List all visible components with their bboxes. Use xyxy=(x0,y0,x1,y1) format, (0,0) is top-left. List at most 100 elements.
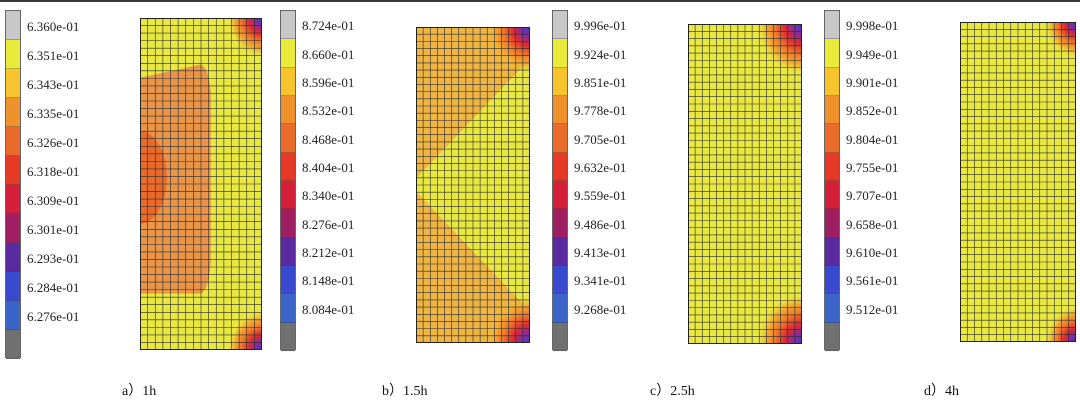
legend-label: 8.596e-01 xyxy=(302,74,355,90)
legend-label: 6.335e-01 xyxy=(27,105,80,121)
legend-swatch xyxy=(6,330,20,359)
plot-border xyxy=(140,18,262,350)
legend-label: 9.512e-01 xyxy=(846,301,899,317)
hotspot-bottom-right xyxy=(758,294,802,344)
legend-label: 6.276e-01 xyxy=(27,308,80,324)
legend-label: 6.309e-01 xyxy=(27,192,80,208)
legend-color-bar xyxy=(824,10,840,351)
plot-border xyxy=(688,24,802,344)
legend-swatch xyxy=(6,272,20,301)
legend-swatch xyxy=(825,209,839,238)
legend-swatch xyxy=(825,39,839,68)
legend-label: 9.949e-01 xyxy=(846,46,899,62)
legend-label: 9.707e-01 xyxy=(846,188,899,204)
panel-caption: c）2.5h xyxy=(650,384,695,399)
legend-label: 6.343e-01 xyxy=(27,76,80,92)
legend-swatch xyxy=(281,39,295,68)
legend-swatch xyxy=(6,69,20,98)
legend-label: 9.755e-01 xyxy=(846,159,899,175)
legend-label: 9.632e-01 xyxy=(574,159,627,175)
contour-plot xyxy=(140,18,262,350)
legend-label: 9.851e-01 xyxy=(574,74,627,90)
legend-swatch xyxy=(553,67,567,96)
hotspot-bottom-right xyxy=(486,297,530,343)
contour-plot xyxy=(688,24,802,344)
legend-swatch xyxy=(281,152,295,181)
panel-d: 9.998e-01 9.949e-01 9.901e-01 9.852e-01 9.80… xyxy=(812,2,1080,413)
legend-label: 9.804e-01 xyxy=(846,131,899,147)
panel-caption: b）1.5h xyxy=(382,384,428,399)
legend-color-bar xyxy=(5,10,21,359)
hotspot-bottom-right xyxy=(228,312,262,350)
legend-label: 6.360e-01 xyxy=(27,18,80,34)
legend-swatch xyxy=(825,152,839,181)
legend-label: 9.996e-01 xyxy=(574,18,627,34)
legend-swatch xyxy=(281,265,295,295)
legend-swatch xyxy=(6,127,20,156)
legend-label: 8.532e-01 xyxy=(302,103,355,119)
legend-label: 8.084e-01 xyxy=(302,301,355,317)
legend-swatch xyxy=(553,237,567,266)
legend-swatch xyxy=(281,180,295,210)
legend-label: 8.660e-01 xyxy=(302,46,355,62)
legend-label: 9.901e-01 xyxy=(846,74,899,90)
legend-swatch xyxy=(553,180,567,210)
legend-swatch xyxy=(6,156,20,185)
legend-swatch xyxy=(281,294,295,323)
legend-swatch xyxy=(281,124,295,153)
legend-label: 9.610e-01 xyxy=(846,244,899,260)
legend-label: 9.268e-01 xyxy=(574,301,627,317)
legend-swatch xyxy=(825,265,839,295)
legend-label: 8.724e-01 xyxy=(302,18,355,34)
legend-swatch xyxy=(281,95,295,125)
legend-swatch xyxy=(825,237,839,266)
legend-swatch xyxy=(825,11,839,40)
legend-swatch xyxy=(6,11,20,40)
legend-swatch xyxy=(553,11,567,40)
legend-swatch xyxy=(553,294,567,323)
legend-color-bar xyxy=(552,10,568,351)
legend-swatch xyxy=(553,95,567,125)
contour-region xyxy=(140,64,211,294)
hotspot-top-right xyxy=(486,27,530,73)
legend-swatch xyxy=(6,40,20,69)
legend-label: 8.468e-01 xyxy=(302,131,355,147)
panel-b: 8.724e-01 8.660e-01 8.596e-01 8.532e-01 8.46… xyxy=(270,2,542,413)
legend-label: 9.561e-01 xyxy=(846,273,899,289)
legend-label: 6.301e-01 xyxy=(27,221,80,237)
legend-swatch xyxy=(6,214,20,243)
legend-label: 9.852e-01 xyxy=(846,103,899,119)
legend-swatch xyxy=(281,322,295,351)
legend-swatch xyxy=(825,95,839,125)
legend-label: 6.326e-01 xyxy=(27,134,80,150)
legend-label: 8.340e-01 xyxy=(302,188,355,204)
legend-swatch xyxy=(6,185,20,214)
legend-label: 6.284e-01 xyxy=(27,279,80,295)
legend-swatch xyxy=(825,180,839,210)
legend-swatch xyxy=(281,67,295,96)
legend-swatch xyxy=(553,209,567,238)
legend-label: 8.404e-01 xyxy=(302,159,355,175)
legend-swatch xyxy=(6,243,20,272)
legend-swatch xyxy=(825,67,839,96)
legend-swatch xyxy=(6,98,20,127)
contour-plot xyxy=(960,22,1076,342)
legend-swatch xyxy=(281,11,295,40)
legend-swatch xyxy=(825,124,839,153)
legend-label: 9.559e-01 xyxy=(574,188,627,204)
legend-label: 9.998e-01 xyxy=(846,18,899,34)
panel-caption: d）4h xyxy=(924,384,959,399)
legend-swatch xyxy=(553,39,567,68)
panel-caption: a）1h xyxy=(122,384,157,399)
hotspot-top-right xyxy=(228,18,262,56)
plot-border xyxy=(960,22,1076,342)
plot-border xyxy=(416,27,530,343)
legend-swatch xyxy=(825,322,839,351)
legend-label: 6.293e-01 xyxy=(27,250,80,266)
legend-label: 8.276e-01 xyxy=(302,216,355,232)
panel-c: 9.996e-01 9.924e-01 9.851e-01 9.778e-01 9.70… xyxy=(542,2,812,413)
contour-plot xyxy=(416,27,530,343)
legend-label: 6.351e-01 xyxy=(27,47,80,63)
legend-label: 8.148e-01 xyxy=(302,273,355,289)
